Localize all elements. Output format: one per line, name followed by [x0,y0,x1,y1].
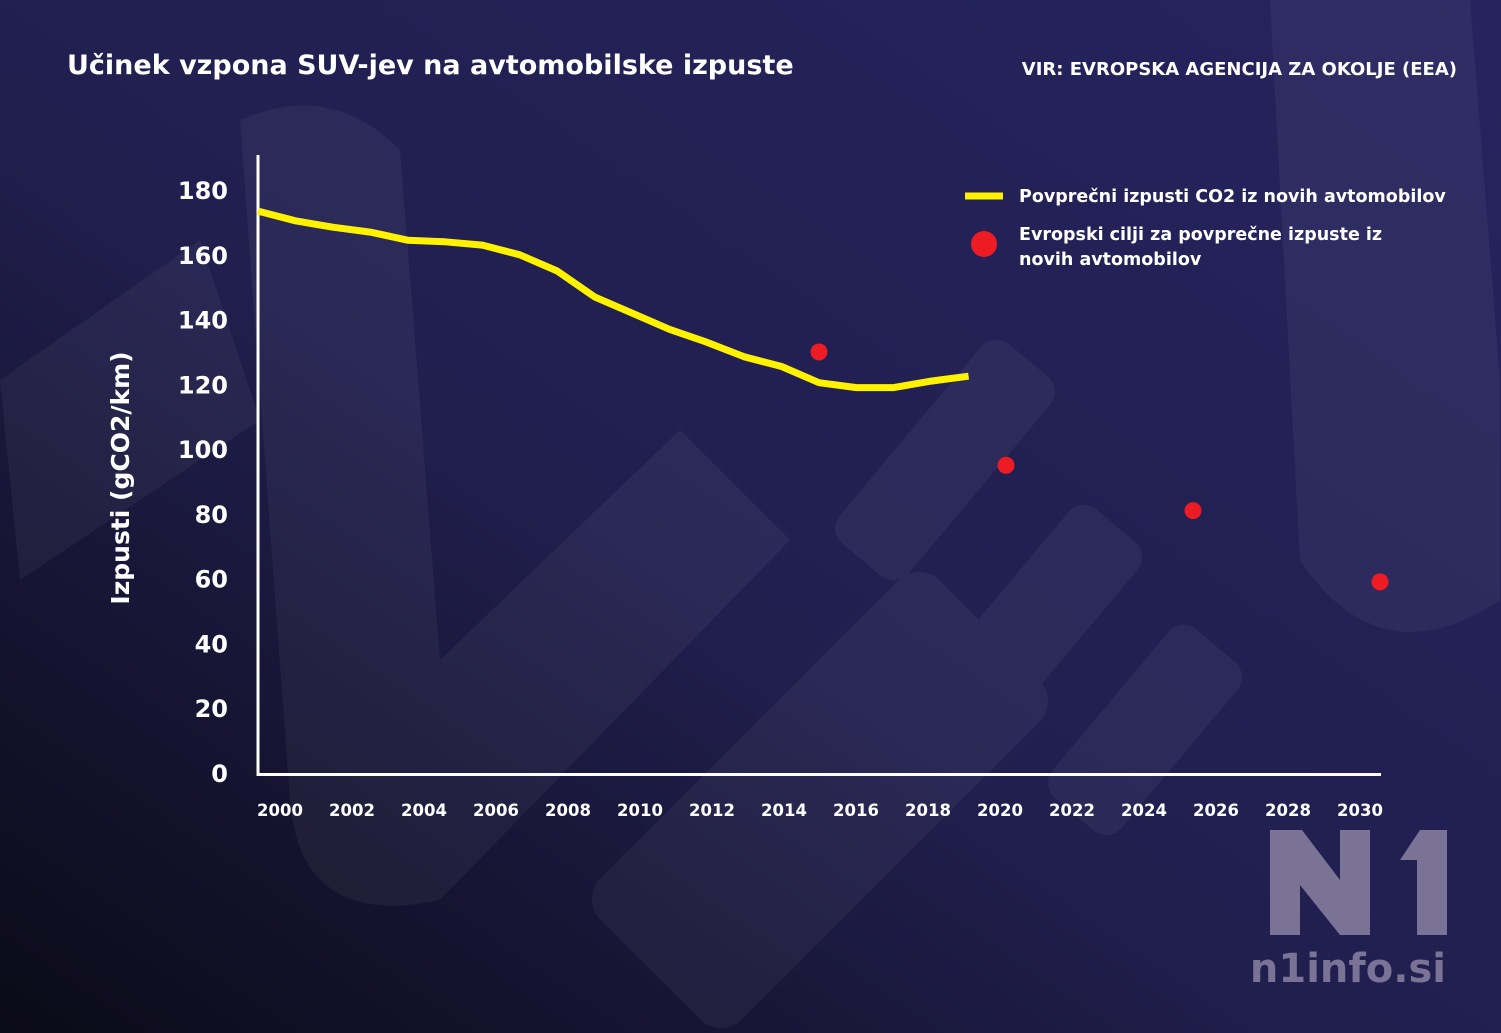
x-tick-label: 2000 [257,801,303,820]
target-point-2030 [1371,573,1389,591]
x-tick-label: 2006 [473,801,519,820]
target-point-2025 [1184,502,1202,520]
target-point-2015 [810,343,828,361]
y-tick-label: 180 [178,177,228,205]
legend-label-target-1: Evropski cilji za povprečne izpuste iz [1019,225,1382,245]
legend-label-average: Povprečni izpusti CO2 iz novih avtomobil… [1019,187,1446,207]
target-point-2020 [997,456,1015,474]
x-tick-label: 2028 [1265,801,1311,820]
x-tick-label: 2020 [977,801,1023,820]
y-tick-label: 60 [195,566,228,594]
average-emissions-line [257,207,970,392]
legend-dot-swatch [971,231,997,257]
x-tick-label: 2018 [905,801,951,820]
y-tick-label: 140 [178,307,228,335]
y-tick-labels: 0 20 40 60 80 100 120 140 160 180 [178,177,228,788]
x-tick-label: 2024 [1121,801,1167,820]
x-tick-label: 2004 [401,801,447,820]
x-tick-label: 2002 [329,801,375,820]
legend: Povprečni izpusti CO2 iz novih avtomobil… [965,187,1446,270]
site-label: n1info.si [1250,946,1446,992]
x-tick-label: 2012 [689,801,735,820]
n1-logo: n1info.si [1250,830,1447,992]
source-label: VIR: EVROPSKA AGENCIJA ZA OKOLJE (EEA) [1022,59,1457,80]
chart-title: Učinek vzpona SUV-jev na avtomobilske iz… [67,50,794,81]
x-tick-label: 2022 [1049,801,1095,820]
series-layer [257,207,1389,591]
y-axis-label: Izpusti (gCO2/km) [106,351,135,604]
x-tick-label: 2014 [761,801,807,820]
y-tick-label: 40 [195,630,228,658]
y-tick-label: 160 [178,242,228,270]
x-tick-labels: 2000 2002 2004 2006 2008 2010 2012 2014 2016 2018… [257,801,1383,820]
x-tick-label: 2016 [833,801,879,820]
x-tick-label: 2008 [545,801,591,820]
y-tick-label: 120 [178,371,228,399]
x-tick-label: 2026 [1193,801,1239,820]
y-tick-label: 20 [195,695,228,723]
y-tick-label: 0 [211,760,228,788]
y-tick-label: 100 [178,436,228,464]
legend-label-target-2: novih avtomobilov [1019,250,1202,270]
x-tick-label: 2010 [617,801,663,820]
y-tick-label: 80 [195,501,228,529]
x-tick-label: 2030 [1337,801,1383,820]
